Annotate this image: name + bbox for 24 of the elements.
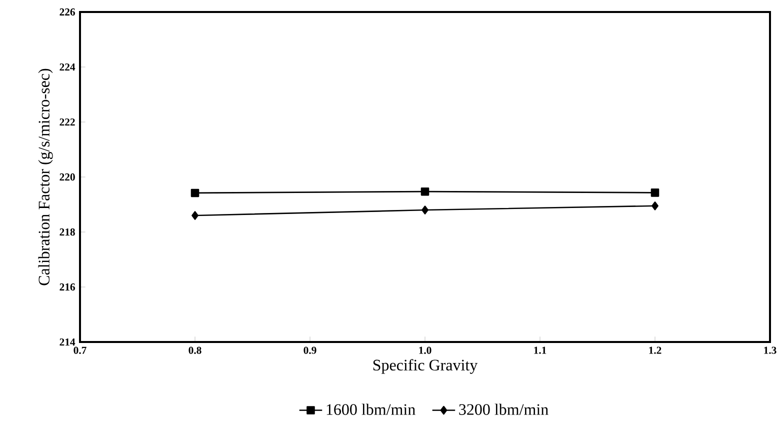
point xyxy=(420,187,430,196)
x-tick-label: 1.3 xyxy=(764,346,776,354)
legend-label: 3200 lbm/min xyxy=(459,404,548,415)
y-tick-label: 220 xyxy=(60,173,75,181)
x-tick-label: 0.8 xyxy=(188,346,202,354)
point xyxy=(650,188,660,197)
x-tick-label: 1.1 xyxy=(534,346,546,354)
x-tick-label: 1.2 xyxy=(649,346,662,354)
x-tick-label: 0.9 xyxy=(304,346,316,354)
y-tick-label: 226 xyxy=(60,8,75,16)
legend-label: 1600 lbm/min xyxy=(326,404,416,415)
point xyxy=(652,201,658,210)
y-tick-label: 218 xyxy=(60,228,75,236)
y-axis-title: Calibration Factor (g/s/micro-sec) xyxy=(38,68,53,286)
y-tick-label: 216 xyxy=(60,283,75,291)
point xyxy=(190,188,200,198)
x-axis-title: Specific Gravity xyxy=(373,359,478,374)
x-tick-label: 0.7 xyxy=(74,346,86,354)
point xyxy=(192,211,198,220)
y-tick-label: 214 xyxy=(60,338,76,346)
y-tick-label: 222 xyxy=(60,118,75,126)
point xyxy=(422,206,428,214)
y-tick-label: 224 xyxy=(60,63,76,71)
x-tick-label: 1.0 xyxy=(419,346,432,354)
